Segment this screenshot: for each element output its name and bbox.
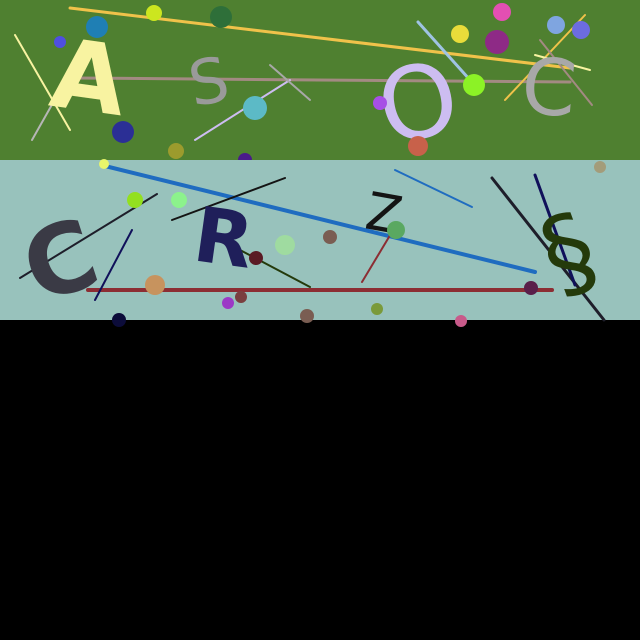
top-band-dots (54, 3, 590, 167)
mauve-line (73, 76, 572, 84)
dot (86, 16, 108, 38)
black-stroke-z2 (361, 231, 393, 283)
dot (54, 36, 66, 48)
pale-stroke-a1 (14, 34, 71, 131)
dot (547, 16, 565, 34)
blue-diagonal-line (103, 164, 537, 274)
dot (145, 275, 165, 295)
dot (146, 5, 162, 21)
dot (572, 21, 590, 39)
dot (451, 25, 469, 43)
dot (243, 96, 267, 120)
bottom-band-dots (99, 159, 606, 327)
dot (235, 291, 247, 303)
dot (99, 159, 109, 169)
bottom-band: C R Z § (0, 159, 640, 327)
grey-stroke-s1 (194, 79, 291, 141)
dot (112, 121, 134, 143)
glyph-c: C (518, 41, 580, 135)
glyph-a: A (44, 17, 133, 138)
dot (594, 161, 606, 173)
olive-stroke-1 (490, 176, 606, 322)
dot (222, 297, 234, 309)
glyph-r: R (189, 190, 259, 286)
dot (323, 230, 337, 244)
dot (371, 303, 383, 315)
dot (168, 143, 184, 159)
black-stroke-z1 (394, 169, 473, 208)
dot (493, 3, 511, 21)
navy-stroke-r1 (171, 177, 286, 221)
dot (300, 309, 314, 323)
dot (408, 136, 428, 156)
dot (171, 192, 187, 208)
dot (463, 74, 485, 96)
pale-stroke-a2 (31, 54, 81, 141)
top-band: A S O C (0, 0, 640, 168)
dot (112, 313, 126, 327)
dot (210, 6, 232, 28)
dot (373, 96, 387, 110)
dot (524, 281, 538, 295)
dot (387, 221, 405, 239)
blue-stroke-c3 (534, 54, 591, 71)
lilac-stroke-o1 (416, 20, 472, 82)
dot (455, 315, 467, 327)
olive-stroke-2 (533, 173, 577, 287)
dark-stroke-c2 (94, 229, 133, 301)
dot (249, 251, 263, 265)
dot (275, 235, 295, 255)
dot (127, 192, 143, 208)
grey-stroke-s2 (269, 64, 311, 101)
dark-stroke-c1 (19, 193, 158, 279)
bottom-band-lines (19, 164, 606, 322)
grey-stroke-c2 (539, 39, 593, 106)
dot (485, 30, 509, 54)
